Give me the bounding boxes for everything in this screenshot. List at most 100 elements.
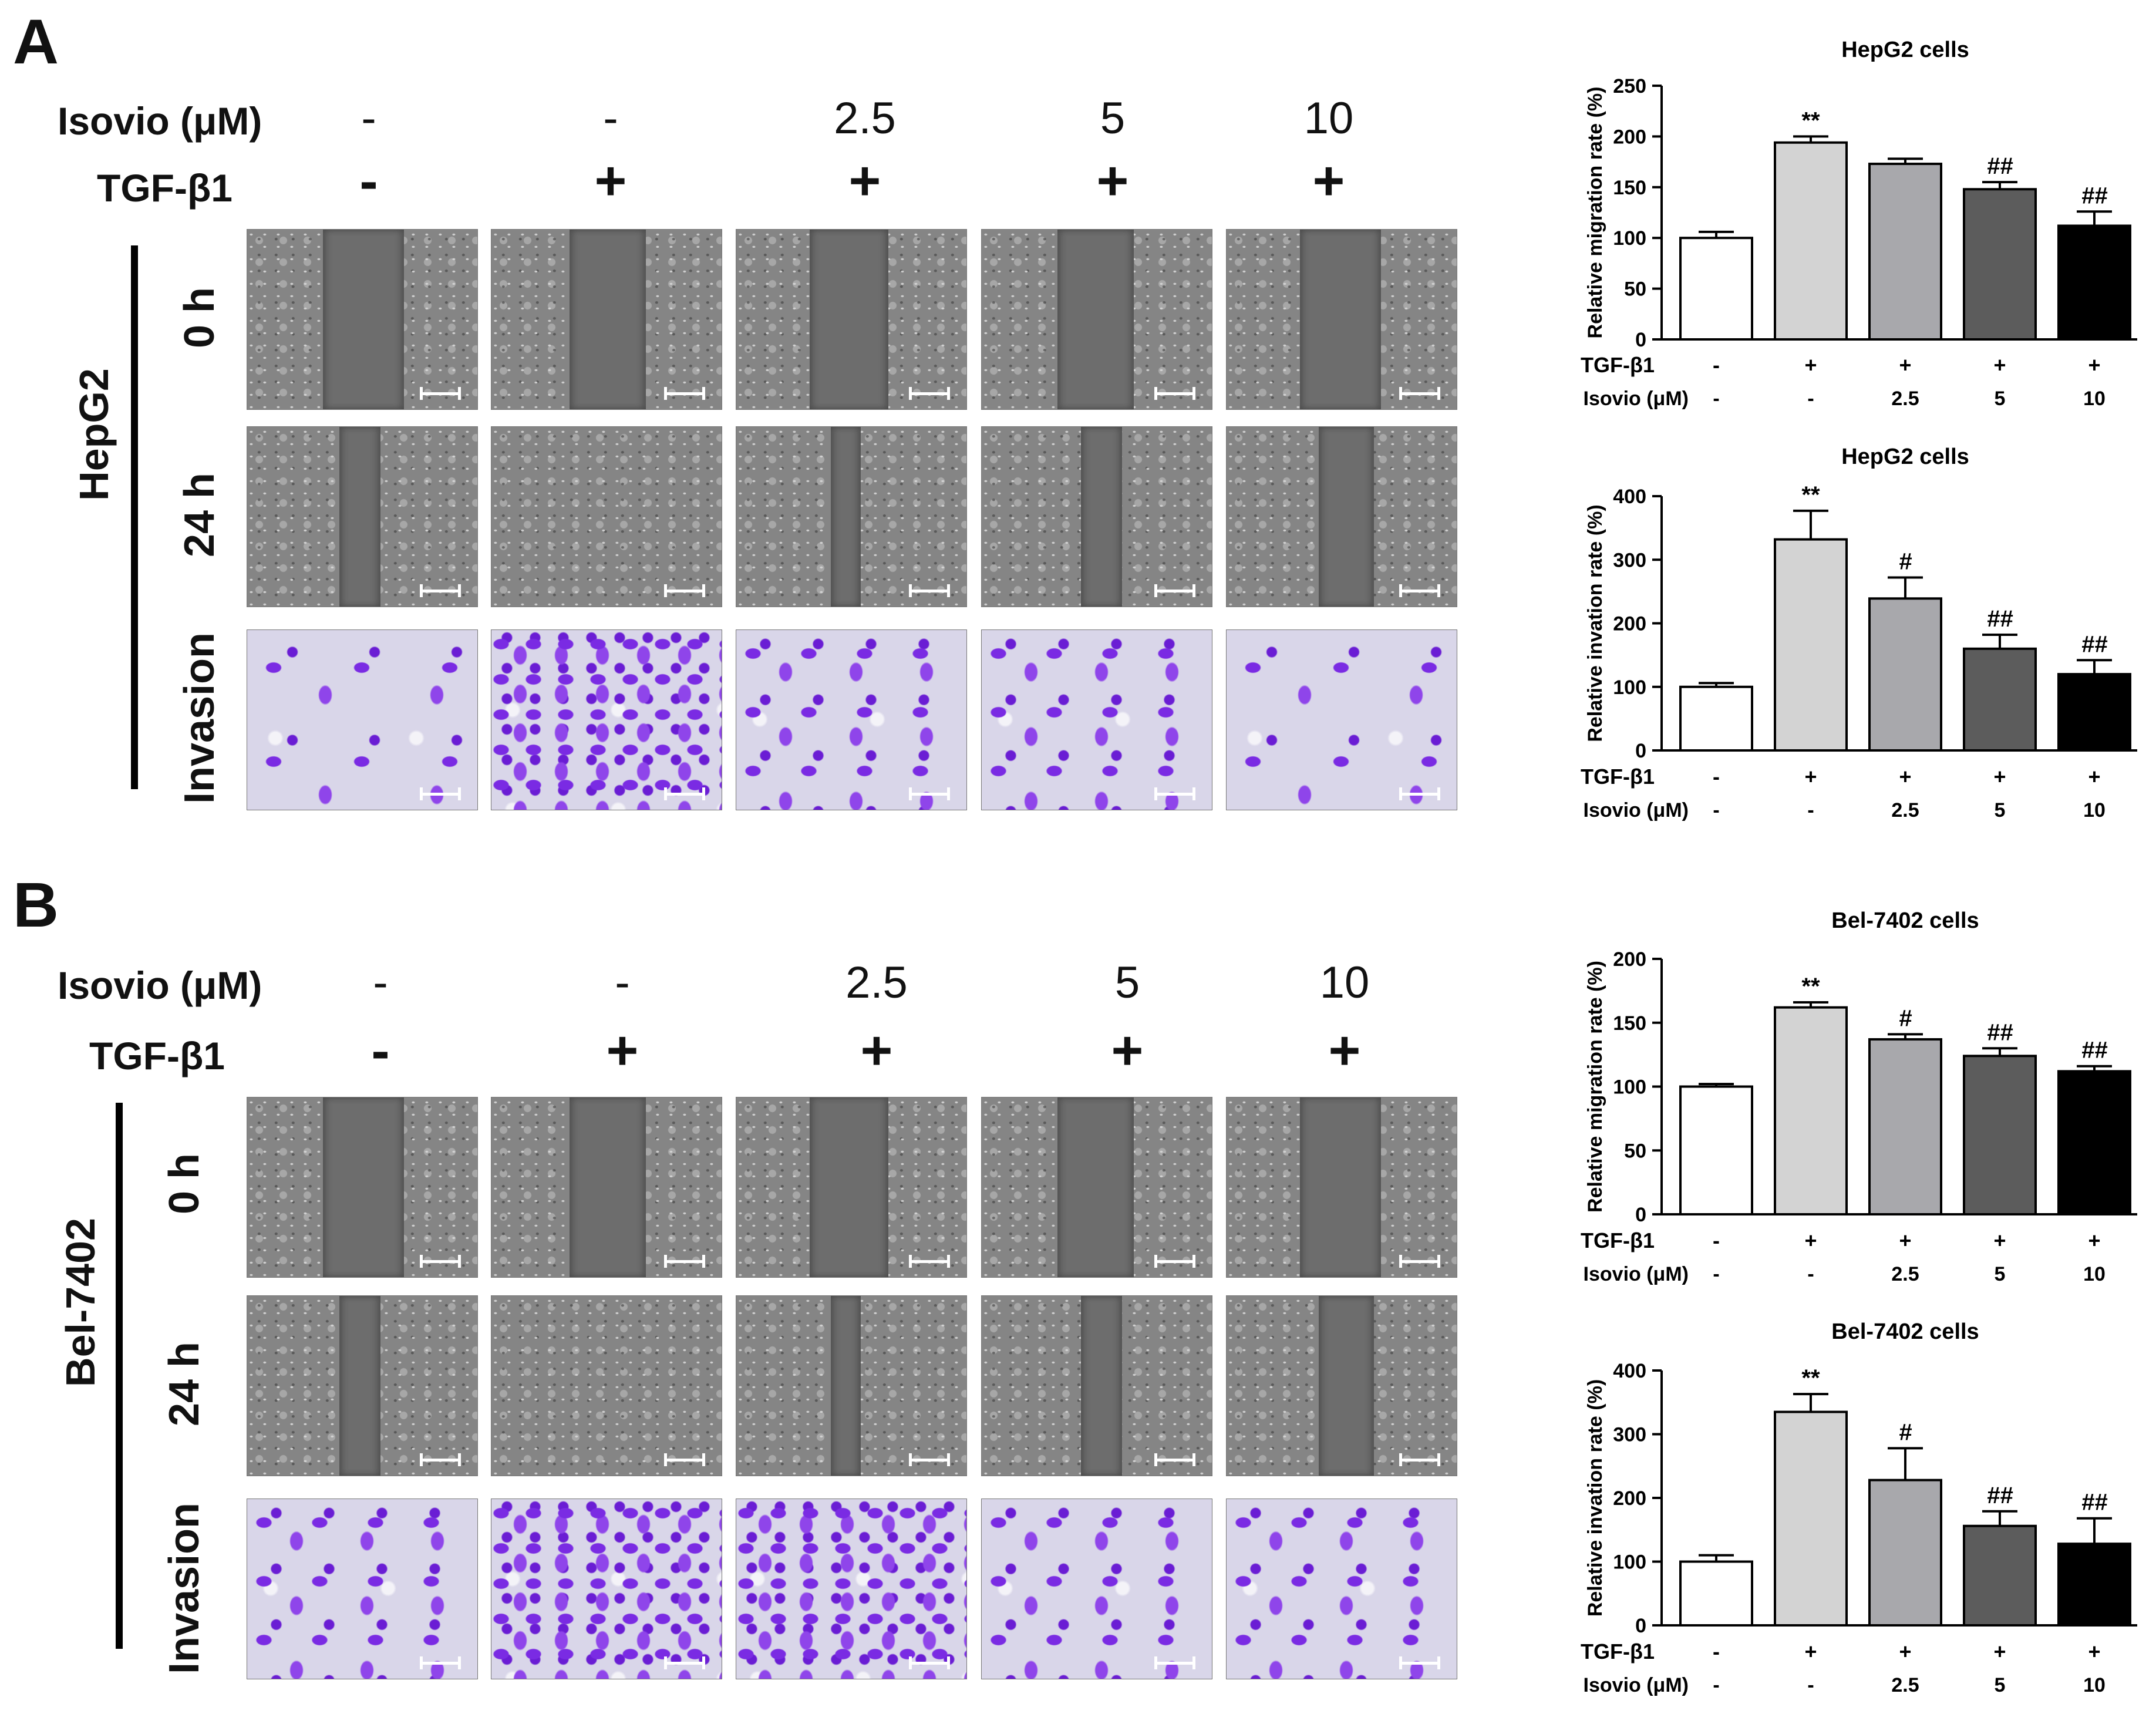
wound-gap [323, 1097, 404, 1277]
wound-gap [1057, 230, 1134, 409]
x-isovio-value: 5 [1995, 1263, 2006, 1285]
x-isovio-value: 5 [1995, 388, 2006, 410]
isovio-value-a-1: - [361, 93, 376, 143]
wound-gap [570, 1097, 646, 1277]
wound-gap [339, 1296, 381, 1476]
x-row-label-isovio: Isovio (μM) [1584, 388, 1689, 410]
scale-bar [420, 584, 461, 597]
y-tick-label: 300 [1613, 1424, 1646, 1446]
x-tgf-value: + [1899, 1639, 1911, 1664]
isovio-value-a-5: 10 [1303, 93, 1354, 143]
micrograph-b-0h-3 [736, 1097, 967, 1278]
scale-bar [1154, 1255, 1195, 1268]
isovio-value-a-2: - [603, 93, 618, 143]
bar-3 [1868, 597, 1942, 752]
x-tgf-value: + [2088, 353, 2100, 377]
wound-gap [339, 427, 381, 607]
y-tick-label: 150 [1613, 1012, 1646, 1035]
scale-bar [1399, 1453, 1440, 1466]
micrograph-b-0h-1 [247, 1097, 478, 1278]
y-axis-label: Relative migration rate (%) [1584, 961, 1606, 1213]
x-isovio-value: 2.5 [1891, 799, 1919, 821]
x-tgf-value: + [2088, 1228, 2100, 1252]
y-tick-label: 200 [1613, 613, 1646, 635]
scale-bar [909, 1255, 950, 1268]
micrograph-a-0h-5 [1226, 229, 1457, 410]
scale-bar [909, 387, 950, 400]
bar-2 [1774, 538, 1848, 752]
bar-3 [1868, 163, 1942, 341]
bar-1 [1679, 237, 1753, 341]
chart-title: Bel-7402 cells [1831, 1319, 1979, 1344]
significance-label: ## [2081, 183, 2108, 208]
significance-label: # [1899, 549, 1912, 575]
micrograph-b-invasion-5 [1226, 1499, 1457, 1679]
micrograph-a-invasion-1 [247, 629, 478, 810]
x-tgf-value: + [1993, 1228, 2006, 1252]
micrograph-b-24h-2 [491, 1295, 722, 1476]
tgf-label-a: TGF-β1 [97, 166, 233, 210]
isovio-value-a-3: 2.5 [834, 93, 896, 143]
chart-title: HepG2 cells [1841, 38, 1969, 62]
isovio-label-b: Isovio (μM) [58, 964, 262, 1007]
wound-gap [1318, 1296, 1374, 1476]
isovio-label-a: Isovio (μM) [58, 99, 262, 143]
bar-5 [2057, 224, 2131, 341]
x-row-label-isovio: Isovio (μM) [1584, 1263, 1689, 1285]
scale-bar [664, 584, 705, 597]
significance-label: ## [1987, 1483, 2013, 1508]
isovio-value-b-2: - [615, 958, 630, 1008]
scale-bar [1399, 1656, 1440, 1669]
micrograph-b-0h-4 [981, 1097, 1212, 1278]
scale-bar [909, 1453, 950, 1466]
x-row-label-isovio: Isovio (μM) [1584, 799, 1689, 821]
isovio-value-b-4: 5 [1114, 958, 1140, 1008]
x-isovio-value: - [1807, 1674, 1814, 1696]
micrograph-b-24h-5 [1226, 1295, 1457, 1476]
x-row-label-tgf: TGF-β1 [1581, 1639, 1655, 1664]
tgf-value-a-1: - [359, 150, 378, 211]
bar-5 [2057, 1543, 2131, 1627]
x-tgf-value: + [2088, 765, 2100, 789]
panel-letter-b: B [13, 869, 59, 940]
bar-4 [1963, 188, 2037, 341]
bar-2 [1774, 141, 1848, 341]
bar-4 [1963, 1524, 2037, 1627]
x-tgf-value: - [1713, 353, 1720, 377]
scale-bar [420, 1453, 461, 1466]
x-tgf-value: - [1713, 1228, 1720, 1252]
x-isovio-value: 2.5 [1891, 1263, 1919, 1285]
y-tick-label: 100 [1613, 1076, 1646, 1099]
y-tick-label: 50 [1624, 278, 1646, 301]
chart-2: HepG2 cells Relative invation rate (%) 0 10… [1581, 445, 2137, 821]
x-isovio-value: 5 [1995, 1674, 2006, 1696]
tgf-value-a-3: + [848, 150, 881, 211]
micrograph-b-24h-4 [981, 1295, 1212, 1476]
chart-3: Bel-7402 cells Relative migration rate (%… [1581, 908, 2137, 1285]
chart-4: Bel-7402 cells Relative invation rate (%)… [1581, 1319, 2137, 1696]
chart-title: Bel-7402 cells [1831, 908, 1979, 933]
wound-gap [1080, 427, 1123, 607]
y-tick-label: 250 [1613, 75, 1646, 97]
x-tgf-value: - [1713, 1639, 1720, 1664]
x-tgf-value: + [1804, 765, 1817, 789]
scale-bar [664, 1453, 705, 1466]
bar-1 [1679, 1085, 1753, 1215]
y-tick-label: 200 [1613, 948, 1646, 971]
x-isovio-value: 10 [2083, 799, 2106, 821]
significance-label: # [1899, 1419, 1912, 1445]
y-axis-label: Relative migration rate (%) [1584, 87, 1606, 339]
isovio-value-a-4: 5 [1100, 93, 1126, 143]
y-axis-label: Relative invation rate (%) [1584, 504, 1606, 742]
x-isovio-value: 5 [1995, 799, 2006, 821]
y-tick-label: 300 [1613, 549, 1646, 571]
significance-label: ## [1987, 153, 2013, 179]
scale-bar [664, 787, 705, 800]
isovio-value-b-1: - [373, 958, 388, 1008]
y-tick-label: 0 [1635, 740, 1646, 762]
scale-bar [420, 387, 461, 400]
x-isovio-value: 10 [2083, 388, 2106, 410]
y-tick-label: 0 [1635, 1204, 1646, 1226]
tgf-value-b-4: + [1111, 1019, 1144, 1081]
